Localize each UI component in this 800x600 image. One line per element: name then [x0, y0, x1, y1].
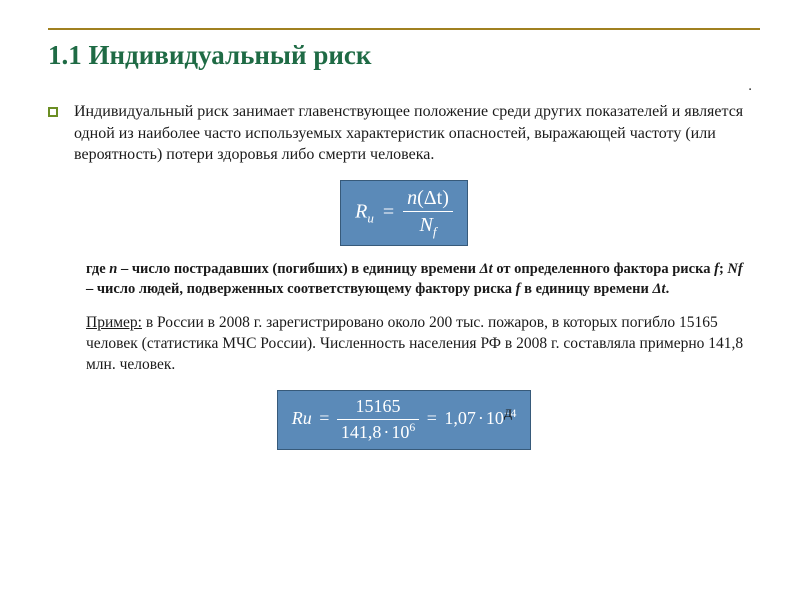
f2-eq2: = [427, 408, 437, 428]
f1-num-sym: n [407, 187, 417, 209]
f2-fraction: 15165 141,8·106 [337, 397, 419, 443]
formula-2: Ru = 15165 141,8·106 = 1,07·10−4 [277, 390, 532, 450]
slide-title: 1.1 Индивидуальный риск [48, 40, 760, 71]
stray-dot: . [748, 78, 752, 95]
example-paragraph: Пример: в России в 2008 г. зарегистриров… [86, 313, 752, 376]
f2-den-dot: · [383, 422, 389, 442]
lg-v6: Δt [652, 281, 665, 297]
f1-den: Nf [403, 212, 453, 239]
bullet-icon [48, 107, 58, 117]
trailing-char: д [504, 404, 512, 422]
f2-eq1: = [319, 408, 329, 428]
f2-den: 141,8·106 [337, 420, 419, 443]
formula-1: Rи = n(Δt) Nf [340, 180, 468, 246]
formula-2-wrap: Ru = 15165 141,8·106 = 1,07·10−4 д [48, 390, 760, 450]
lg-p7: . [666, 281, 670, 297]
f2-num: 15165 [337, 397, 419, 420]
f1-num: n(Δt) [403, 187, 453, 212]
lg-p2: – число пострадавших (погибших) в единиц… [117, 261, 479, 277]
bullet-item: Индивидуальный риск занимает главенствую… [48, 101, 752, 166]
lg-p5: – число людей, подверженных соответствую… [86, 281, 516, 297]
lg-p1: где [86, 261, 109, 277]
legend-text: где n – число пострадавших (погибших) в … [86, 260, 752, 299]
f2-den-a: 141,8 [341, 422, 382, 442]
f1-lhs-sub: и [367, 211, 374, 226]
lg-v2: Δt [480, 261, 493, 277]
f1-eq: = [383, 201, 394, 223]
horizontal-rule [48, 28, 760, 30]
f2-lhs: Ru [292, 408, 312, 428]
f1-fraction: n(Δt) Nf [403, 187, 453, 239]
example-text: в России в 2008 г. зарегистрировано окол… [86, 314, 743, 373]
f1-den-sub: f [433, 224, 437, 239]
f1-num-arg: (Δt) [417, 187, 449, 209]
example-label: Пример: [86, 314, 142, 331]
f1-den-sym: N [420, 214, 433, 236]
formula-1-wrap: Rи = n(Δt) Nf [48, 180, 760, 246]
f1-lhs-sym: R [355, 201, 367, 223]
f2-rhs-b: 10 [486, 408, 504, 428]
lg-p6: в единицу времени [521, 281, 653, 297]
lg-p3: от определенного фактора риска [493, 261, 714, 277]
f2-den-exp: 6 [409, 421, 415, 434]
f2-den-b: 10 [391, 422, 409, 442]
lg-v4: Nf [727, 261, 742, 277]
f2-rhs-dot: · [478, 408, 484, 428]
f2-rhs-a: 1,07 [444, 408, 476, 428]
main-paragraph: Индивидуальный риск занимает главенствую… [74, 101, 752, 166]
